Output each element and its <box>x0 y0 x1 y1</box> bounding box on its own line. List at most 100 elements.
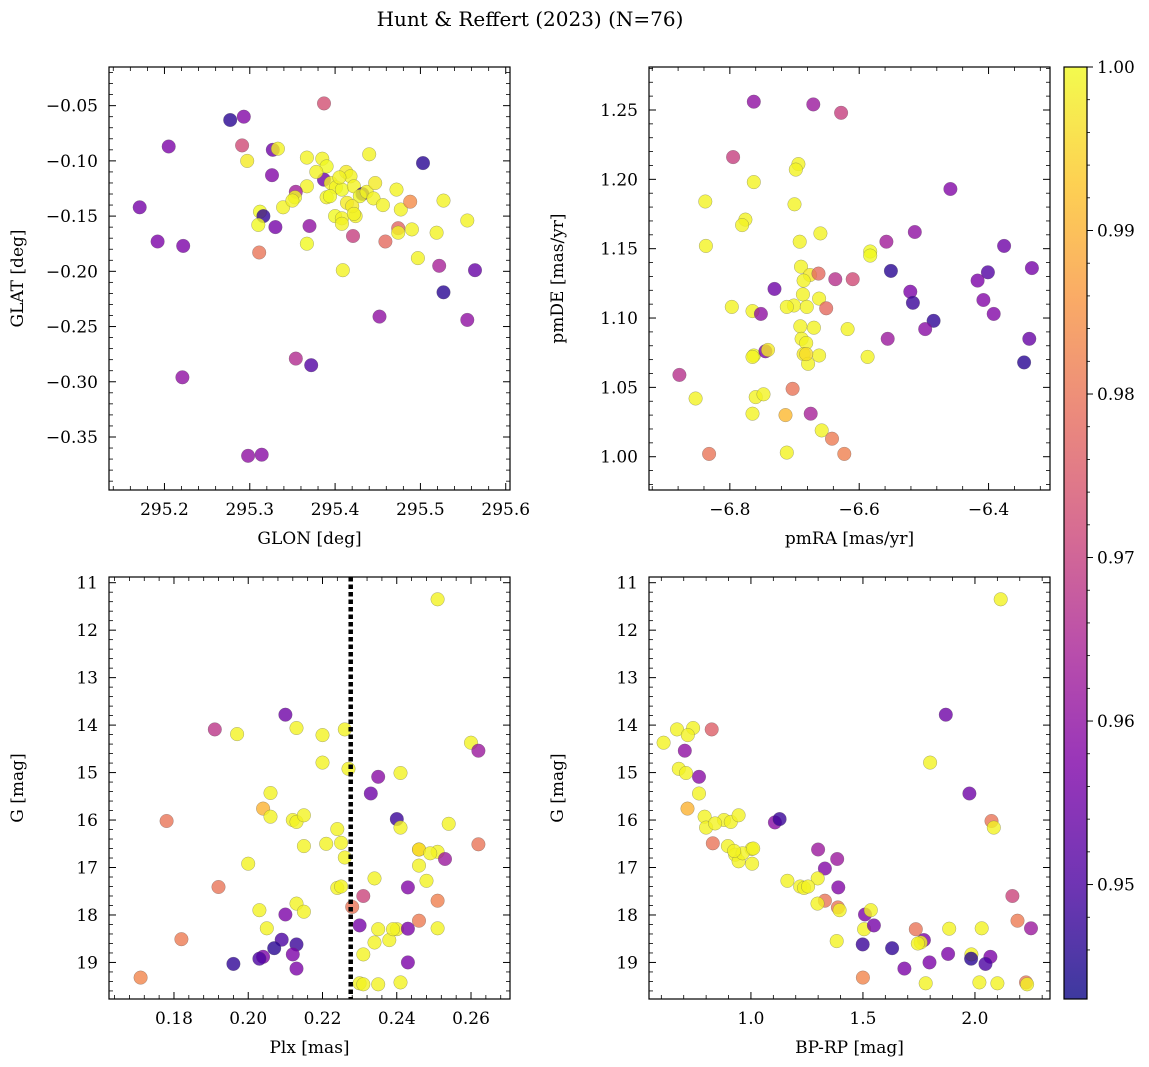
data-point <box>677 743 692 758</box>
data-point <box>938 707 953 722</box>
data-point <box>1010 913 1025 928</box>
data-point <box>400 921 415 936</box>
y-tick-label: 1.25 <box>600 101 638 121</box>
data-point <box>840 322 855 337</box>
data-point <box>378 234 393 249</box>
data-point <box>430 893 445 908</box>
data-point <box>753 306 768 321</box>
data-point <box>986 306 1001 321</box>
data-point <box>793 319 808 334</box>
x-tick-label: 0.24 <box>378 1009 416 1029</box>
data-point <box>404 222 419 237</box>
x-tick-label: 0.18 <box>155 1009 193 1029</box>
data-point <box>834 105 849 120</box>
data-point <box>356 947 371 962</box>
data-point <box>801 879 816 894</box>
data-point <box>400 880 415 895</box>
data-point <box>905 295 920 310</box>
data-point <box>371 922 386 937</box>
data-point <box>810 896 825 911</box>
data-point <box>296 808 311 823</box>
data-point <box>278 707 293 722</box>
data-point <box>990 976 1005 991</box>
data-point <box>334 182 349 197</box>
data-point <box>855 937 870 952</box>
data-point <box>787 197 802 212</box>
data-point <box>803 406 818 421</box>
data-point <box>883 263 898 278</box>
data-point <box>812 348 827 363</box>
data-point <box>778 408 793 423</box>
colorbar-frame <box>1063 66 1088 1000</box>
data-point <box>334 216 349 231</box>
colorbar-ticks: 0.95 0.96 0.97 0.98 0.99 1.00 <box>1087 58 1135 951</box>
y-tick-label: −0.05 <box>46 97 98 117</box>
data-point <box>799 347 814 362</box>
y-tick-label: −0.15 <box>46 207 98 227</box>
data-point <box>811 842 826 857</box>
data-point <box>393 820 408 835</box>
y-tick-label: 11 <box>76 574 98 594</box>
data-point <box>745 856 760 871</box>
y-tick-label: 13 <box>76 669 98 689</box>
data-point <box>372 309 387 324</box>
data-point <box>785 381 800 396</box>
data-point <box>708 816 723 831</box>
data-point <box>241 856 256 871</box>
data-point <box>767 281 782 296</box>
data-point <box>241 448 256 463</box>
data-point <box>367 871 382 886</box>
data-point <box>772 812 787 827</box>
data-point <box>471 743 486 758</box>
data-point <box>831 880 846 895</box>
colorbar-tick-label: 0.98 <box>1097 385 1135 405</box>
data-point <box>371 977 386 992</box>
colorbar-tick-label: 0.95 <box>1097 876 1135 896</box>
data-point <box>235 138 250 153</box>
panel-4: 1.0 1.5 2.0 11 12 13 14 15 16 17 18 19 BP-RP [mag] G … <box>548 574 1051 1058</box>
data-point <box>863 903 878 918</box>
data-point <box>918 976 933 991</box>
data-point <box>810 871 825 886</box>
data-point <box>436 193 451 208</box>
y-tick-label: 18 <box>76 906 98 926</box>
data-point <box>252 951 267 966</box>
data-point <box>678 765 694 781</box>
data-point <box>779 445 794 460</box>
x-axis-label: BP-RP [mag] <box>795 1038 904 1058</box>
y-tick-label: 14 <box>616 716 638 736</box>
y-tick-label: −0.30 <box>46 373 98 393</box>
data-point <box>322 189 338 204</box>
data-point <box>393 202 408 217</box>
y-tick-label: −0.10 <box>46 152 98 172</box>
colorbar-tick-label: 1.00 <box>1097 58 1135 78</box>
data-point <box>175 370 190 385</box>
data-point <box>268 220 283 235</box>
x-tick-label: 0.26 <box>452 1009 490 1029</box>
data-point <box>806 320 821 335</box>
data-point <box>972 975 987 990</box>
data-point <box>356 977 371 992</box>
data-point <box>330 822 345 837</box>
data-point <box>411 858 427 873</box>
x-axis-label: GLON [deg] <box>257 529 361 549</box>
data-point <box>964 951 979 966</box>
data-point <box>746 94 761 109</box>
data-point <box>400 955 415 970</box>
data-point <box>806 97 821 112</box>
y-tick-label: 11 <box>616 574 638 594</box>
x-tick-label: 295.5 <box>396 500 445 520</box>
data-point <box>1017 355 1032 370</box>
x-tick-label: −6.4 <box>968 500 1009 520</box>
data-point <box>908 922 923 937</box>
data-point <box>698 194 713 209</box>
data-point <box>240 153 255 168</box>
y-tick-label: 17 <box>76 859 98 879</box>
panel-3-points <box>133 592 486 992</box>
data-point <box>288 351 303 366</box>
data-point <box>1024 261 1039 276</box>
x-tick-label: 0.22 <box>304 1009 342 1029</box>
y-tick-label: 13 <box>616 669 638 689</box>
data-point <box>270 141 285 156</box>
